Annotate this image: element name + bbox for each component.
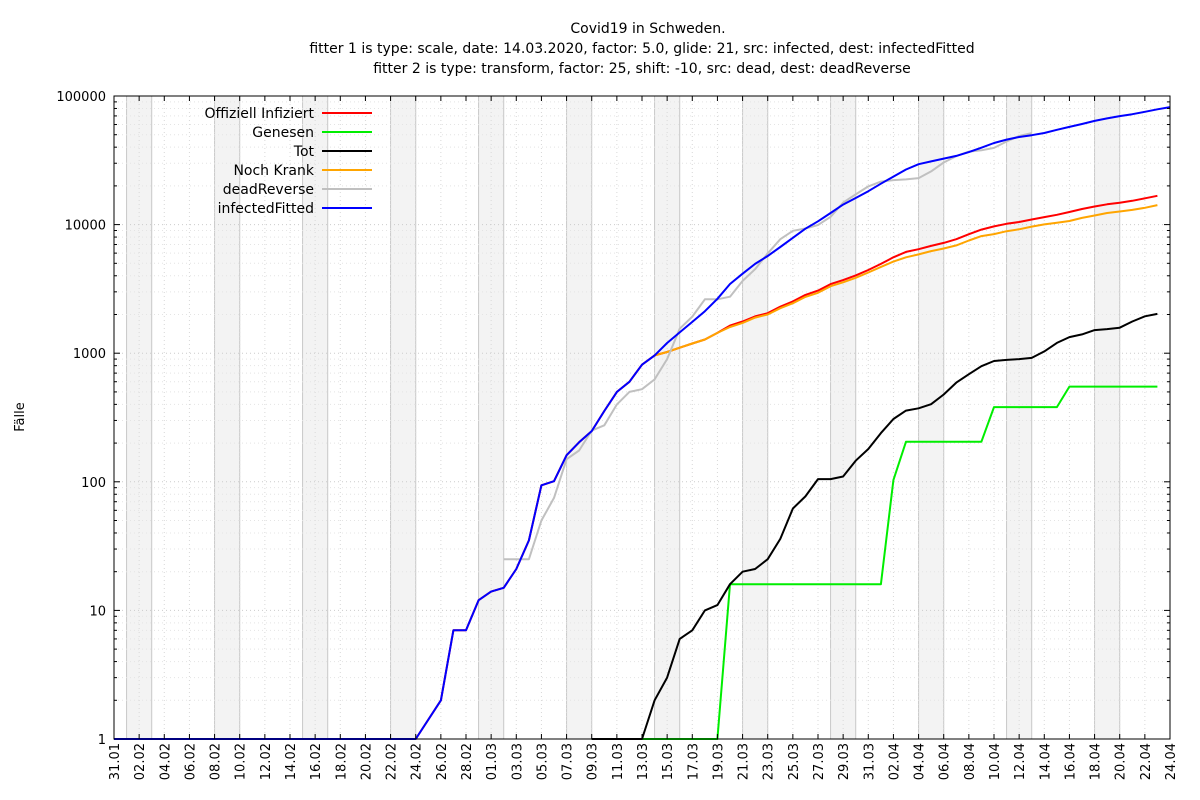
y-tick-label: 10 (89, 604, 106, 619)
y-tick-label: 1 (98, 733, 106, 748)
legend-label-Offiziell Infiziert: Offiziell Infiziert (204, 106, 314, 122)
x-tick-label: 24.04 (1164, 743, 1179, 780)
weekend-band (918, 96, 944, 739)
legend-label-Tot: Tot (293, 144, 315, 160)
y-tick-label: 100000 (56, 90, 106, 105)
x-tick-label: 04.04 (913, 743, 928, 780)
x-tick-label: 07.03 (561, 743, 576, 780)
x-tick-label: 11.03 (611, 743, 626, 780)
x-tick-label: 27.03 (812, 743, 827, 780)
weekend-band (390, 96, 416, 739)
legend-label-infectedFitted: infectedFitted (218, 201, 314, 217)
x-tick-label: 09.03 (586, 743, 601, 780)
weekend-band (1006, 96, 1032, 739)
x-tick-label: 18.04 (1089, 743, 1104, 780)
weekend-band (742, 96, 768, 739)
weekend-band (566, 96, 592, 739)
x-tick-label: 01.03 (485, 743, 500, 780)
weekend-band (1094, 96, 1120, 739)
x-tick-label: 24.02 (410, 743, 425, 780)
chart-title: Covid19 in Schweden. (570, 21, 725, 37)
weekend-band (302, 96, 328, 739)
x-tick-label: 16.04 (1063, 743, 1078, 780)
series-line-Tot (591, 312, 1158, 740)
series-line-infectedFitted (114, 106, 1171, 740)
x-tick-label: 20.04 (1114, 743, 1129, 780)
x-tick-label: 12.02 (259, 743, 274, 780)
y-axis-label: Fälle (13, 402, 28, 431)
x-tick-label: 29.03 (837, 743, 852, 780)
x-tick-label: 16.02 (309, 743, 324, 780)
legend-label-Noch Krank: Noch Krank (233, 163, 314, 179)
x-tick-label: 25.03 (787, 743, 802, 780)
y-tick-label: 1000 (73, 347, 106, 362)
x-tick-label: 18.02 (334, 743, 349, 780)
x-tick-label: 20.02 (359, 743, 374, 780)
grid-lines (113, 96, 1171, 740)
x-tick-label: 13.03 (636, 743, 651, 780)
x-tick-label: 02.02 (133, 743, 148, 780)
x-tick-label: 26.02 (435, 743, 450, 780)
x-tick-label: 06.02 (183, 743, 198, 780)
x-tick-label: 02.04 (887, 743, 902, 780)
legend: Offiziell Infiziert Genesen Tot Noch Krank d… (204, 106, 372, 217)
y-tick-label: 10000 (65, 219, 106, 234)
x-tick-label: 17.03 (686, 743, 701, 780)
weekend-band (654, 96, 680, 739)
x-tick-label: 03.03 (510, 743, 525, 780)
x-tick-label: 23.03 (762, 743, 777, 780)
legend-label-deadReverse: deadReverse (223, 182, 314, 198)
x-tick-label: 15.03 (661, 743, 676, 780)
x-tick-label: 04.02 (158, 743, 173, 780)
series-line-Noch Krank (654, 204, 1158, 357)
legend-label-Genesen: Genesen (252, 125, 314, 141)
chart-subtitle-line-2: fitter 2 is type: transform, factor: 25,… (373, 61, 911, 77)
x-tick-label: 05.03 (535, 743, 550, 780)
x-tick-label: 31.03 (862, 743, 877, 780)
x-tick-label: 06.04 (938, 743, 953, 780)
x-tick-label: 08.04 (963, 743, 978, 780)
x-tick-label: 14.02 (284, 743, 299, 780)
weekend-band (126, 96, 152, 739)
x-tick-label: 22.04 (1139, 743, 1154, 780)
x-tick-label: 08.02 (209, 743, 224, 780)
x-tick-label: 14.04 (1038, 743, 1053, 780)
x-tick-label: 10.04 (988, 743, 1003, 780)
series-lines (114, 106, 1171, 740)
x-tick-label: 10.02 (234, 743, 249, 780)
x-tick-label: 19.03 (711, 743, 726, 780)
x-tick-label: 28.02 (460, 743, 475, 780)
weekend-band (214, 96, 240, 739)
series-line-deadReverse (503, 132, 1032, 561)
series-line-Genesen (591, 385, 1158, 740)
chart-subtitle-line-1: fitter 1 is type: scale, date: 14.03.202… (309, 41, 974, 57)
weekend-band (478, 96, 504, 739)
axes: 31.01 02.02 04.02 06.02 08.02 10.02 12.02 14.02… (56, 90, 1179, 780)
x-tick-label: 31.01 (108, 743, 123, 780)
x-tick-label: 21.03 (737, 743, 752, 780)
x-tick-label: 12.04 (1013, 743, 1028, 780)
y-tick-label: 100 (81, 476, 106, 491)
x-tick-label: 22.02 (385, 743, 400, 780)
